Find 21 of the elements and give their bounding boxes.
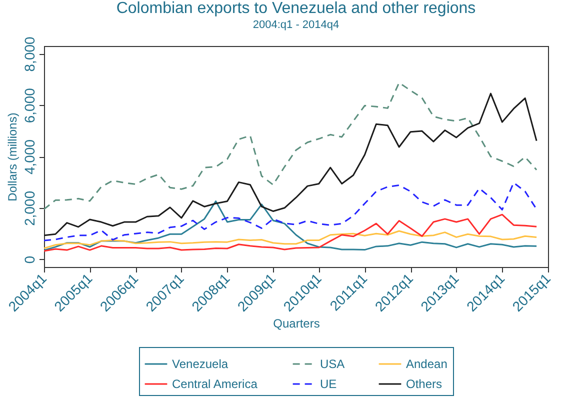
y-tick-label: 8,000 xyxy=(22,36,38,72)
line-series xyxy=(44,92,538,236)
y-axis-title: Dollars (millions) xyxy=(6,112,20,202)
chart-title: Colombian exports to Venezuela and other regions xyxy=(116,0,476,18)
legend-label: USA xyxy=(320,357,345,371)
y-tick-label: 0 xyxy=(22,256,38,264)
x-axis-title: Quarters xyxy=(273,316,320,330)
y-tick-label: 2,000 xyxy=(22,190,38,226)
legend-label: Others xyxy=(406,377,442,391)
legend-label: UE xyxy=(320,377,337,391)
legend-label: Andean xyxy=(406,357,448,371)
line-series xyxy=(44,182,538,242)
chart-subtitle: 2004:q1 - 2014q4 xyxy=(252,19,340,32)
y-tick-label: 4,000 xyxy=(22,139,38,175)
y-tick-label: 6,000 xyxy=(22,88,38,124)
line-series xyxy=(44,200,538,252)
legend-label: Venezuela xyxy=(172,357,228,371)
line-series xyxy=(44,82,538,210)
legend-label: Central America xyxy=(172,377,258,391)
line-series xyxy=(44,230,538,249)
line-series xyxy=(44,214,538,252)
